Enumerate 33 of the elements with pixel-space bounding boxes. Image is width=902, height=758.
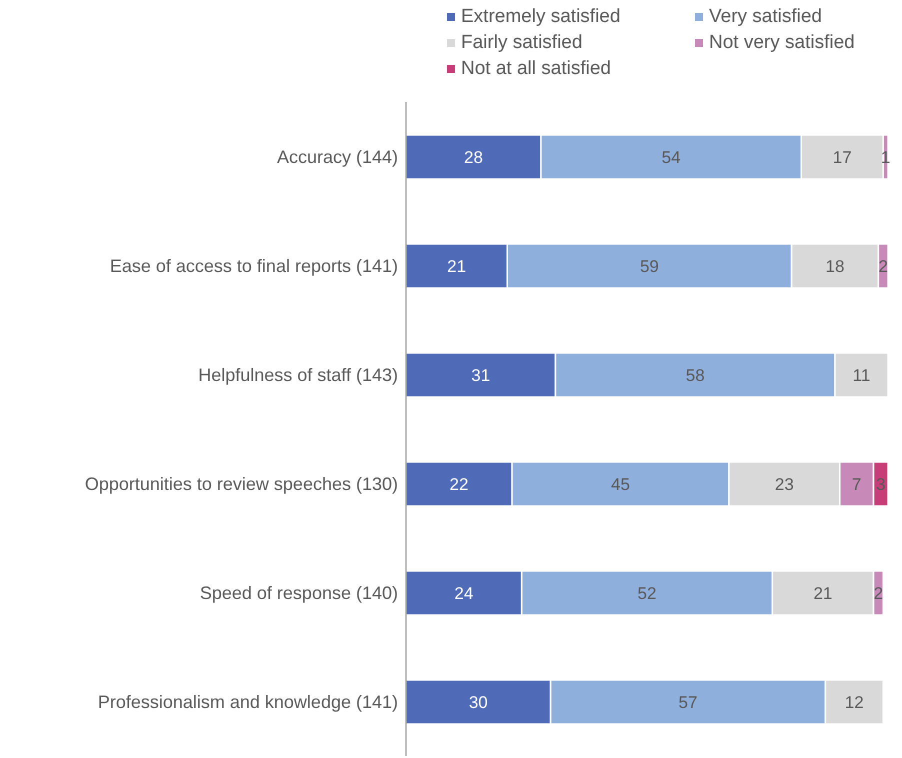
data-label: 23 — [774, 475, 794, 494]
data-label: 54 — [662, 148, 681, 168]
y-tick-label: Opportunities to review speeches (130) — [84, 474, 398, 494]
data-label: 12 — [844, 693, 864, 712]
legend-label: Not at all satisfied — [461, 58, 611, 80]
data-label: 30 — [468, 693, 488, 712]
data-label: 28 — [464, 148, 483, 168]
y-tick-label: Speed of response (140) — [200, 582, 398, 603]
data-label: 31 — [471, 366, 490, 386]
data-label: 18 — [826, 257, 844, 276]
data-label: 24 — [454, 584, 474, 604]
y-tick-label: Helpfulness of staff (143) — [198, 364, 398, 385]
y-tick-label: Accuracy (144) — [276, 146, 398, 167]
data-label: 59 — [640, 257, 659, 276]
legend-label: Very satisfied — [709, 6, 822, 28]
data-label: 21 — [813, 584, 832, 604]
data-label: 11 — [852, 366, 870, 386]
data-label: 52 — [638, 584, 656, 604]
data-label: 21 — [447, 257, 466, 276]
data-label: 57 — [678, 693, 698, 712]
data-label: 3 — [876, 475, 886, 494]
legend-label: Extremely satisfied — [461, 6, 620, 28]
data-label: 2 — [878, 257, 888, 276]
legend-label: Not very satisfied — [709, 32, 855, 54]
y-tick-label: Ease of access to final reports (141) — [110, 256, 398, 276]
data-label: 58 — [686, 366, 705, 386]
data-label: 2 — [874, 584, 884, 604]
legend-label: Fairly satisfied — [461, 32, 582, 54]
y-tick-label: Professionalism and knowledge (141) — [98, 692, 398, 712]
data-label: 45 — [611, 475, 630, 494]
data-label: 22 — [450, 475, 468, 494]
data-label: 17 — [832, 148, 852, 168]
data-label: 7 — [852, 475, 862, 494]
